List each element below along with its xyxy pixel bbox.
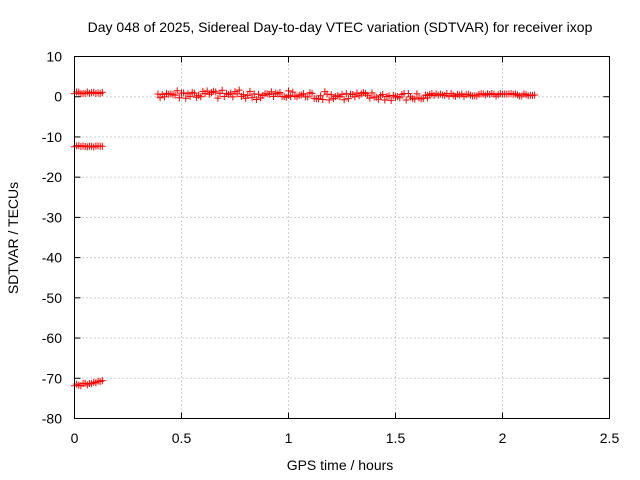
data-point bbox=[366, 94, 374, 102]
data-point bbox=[98, 142, 106, 150]
data-point bbox=[387, 96, 395, 104]
data-point bbox=[252, 95, 260, 103]
y-tick-label: -30 bbox=[42, 209, 62, 225]
data-point bbox=[287, 93, 295, 101]
data-point bbox=[197, 93, 205, 101]
data-point bbox=[180, 89, 188, 97]
data-point bbox=[381, 96, 389, 104]
data-point bbox=[289, 88, 297, 96]
series-cluster-a-minus-71 bbox=[71, 377, 106, 390]
y-tick-label: 10 bbox=[46, 49, 62, 65]
plot-frame bbox=[74, 56, 610, 419]
data-point bbox=[304, 93, 312, 101]
data-point bbox=[338, 90, 346, 98]
y-tick-label: -60 bbox=[42, 330, 62, 346]
data-point bbox=[246, 87, 254, 95]
y-tick-label: -80 bbox=[42, 411, 62, 427]
data-point bbox=[235, 86, 243, 94]
data-point bbox=[212, 88, 220, 96]
x-axis-label: GPS time / hours bbox=[287, 457, 394, 473]
data-point bbox=[175, 94, 183, 102]
axis-ticks bbox=[74, 56, 610, 419]
data-point bbox=[186, 92, 194, 100]
data-point bbox=[182, 94, 190, 102]
grid-lines bbox=[74, 56, 610, 419]
x-tick-label: 0 bbox=[71, 430, 79, 446]
data-point bbox=[411, 95, 419, 103]
data-point bbox=[319, 96, 327, 104]
data-point bbox=[214, 94, 222, 102]
x-tick-label: 1.5 bbox=[386, 430, 406, 446]
data-point bbox=[531, 91, 539, 99]
data-point bbox=[240, 91, 248, 99]
data-point bbox=[218, 86, 226, 94]
series-cluster-a-minus-12 bbox=[71, 142, 106, 151]
data-point bbox=[317, 92, 325, 100]
y-tick-label: -70 bbox=[42, 370, 62, 386]
y-tick-label: -10 bbox=[42, 129, 62, 145]
data-point bbox=[340, 96, 348, 104]
y-tick-label: -20 bbox=[42, 169, 62, 185]
data-point bbox=[308, 89, 316, 97]
data-point bbox=[255, 90, 263, 98]
x-tick-label: 1 bbox=[285, 430, 293, 446]
data-point bbox=[344, 95, 352, 103]
data-point bbox=[325, 96, 333, 104]
data-point bbox=[244, 91, 252, 99]
data-point bbox=[267, 88, 275, 96]
data-point bbox=[323, 90, 331, 98]
data-points bbox=[71, 86, 539, 390]
data-point bbox=[229, 93, 237, 101]
data-point bbox=[98, 88, 106, 96]
data-point bbox=[413, 90, 421, 98]
data-point bbox=[190, 89, 198, 97]
data-point bbox=[227, 89, 235, 97]
x-tick-label: 0.5 bbox=[172, 430, 192, 446]
series-cluster-b-main bbox=[154, 86, 539, 104]
data-point bbox=[248, 94, 256, 102]
y-tick-label: -40 bbox=[42, 250, 62, 266]
x-tick-label: 2.5 bbox=[600, 430, 620, 446]
data-point bbox=[368, 89, 376, 97]
chart-title: Day 048 of 2025, Sidereal Day-to-day VTE… bbox=[88, 19, 593, 35]
x-tick-labels: 0 0.5 1 1.5 2 2.5 bbox=[71, 430, 620, 446]
y-tick-label: 0 bbox=[54, 89, 62, 105]
y-axis-label: SDTVAR / TECUs bbox=[5, 182, 21, 294]
data-point bbox=[233, 90, 241, 98]
data-point bbox=[171, 91, 179, 99]
y-tick-labels: 10 0 -10 -20 -30 -40 -50 -60 -70 -80 bbox=[42, 49, 62, 427]
data-point bbox=[379, 91, 387, 99]
data-point bbox=[98, 377, 106, 385]
data-point bbox=[276, 89, 284, 97]
y-tick-label: -50 bbox=[42, 290, 62, 306]
data-point bbox=[351, 93, 359, 101]
data-point bbox=[327, 91, 335, 99]
data-point bbox=[402, 96, 410, 104]
x-tick-label: 2 bbox=[499, 430, 507, 446]
series-cluster-a-near-zero bbox=[71, 88, 106, 98]
data-point bbox=[173, 87, 181, 95]
data-point bbox=[374, 95, 382, 103]
